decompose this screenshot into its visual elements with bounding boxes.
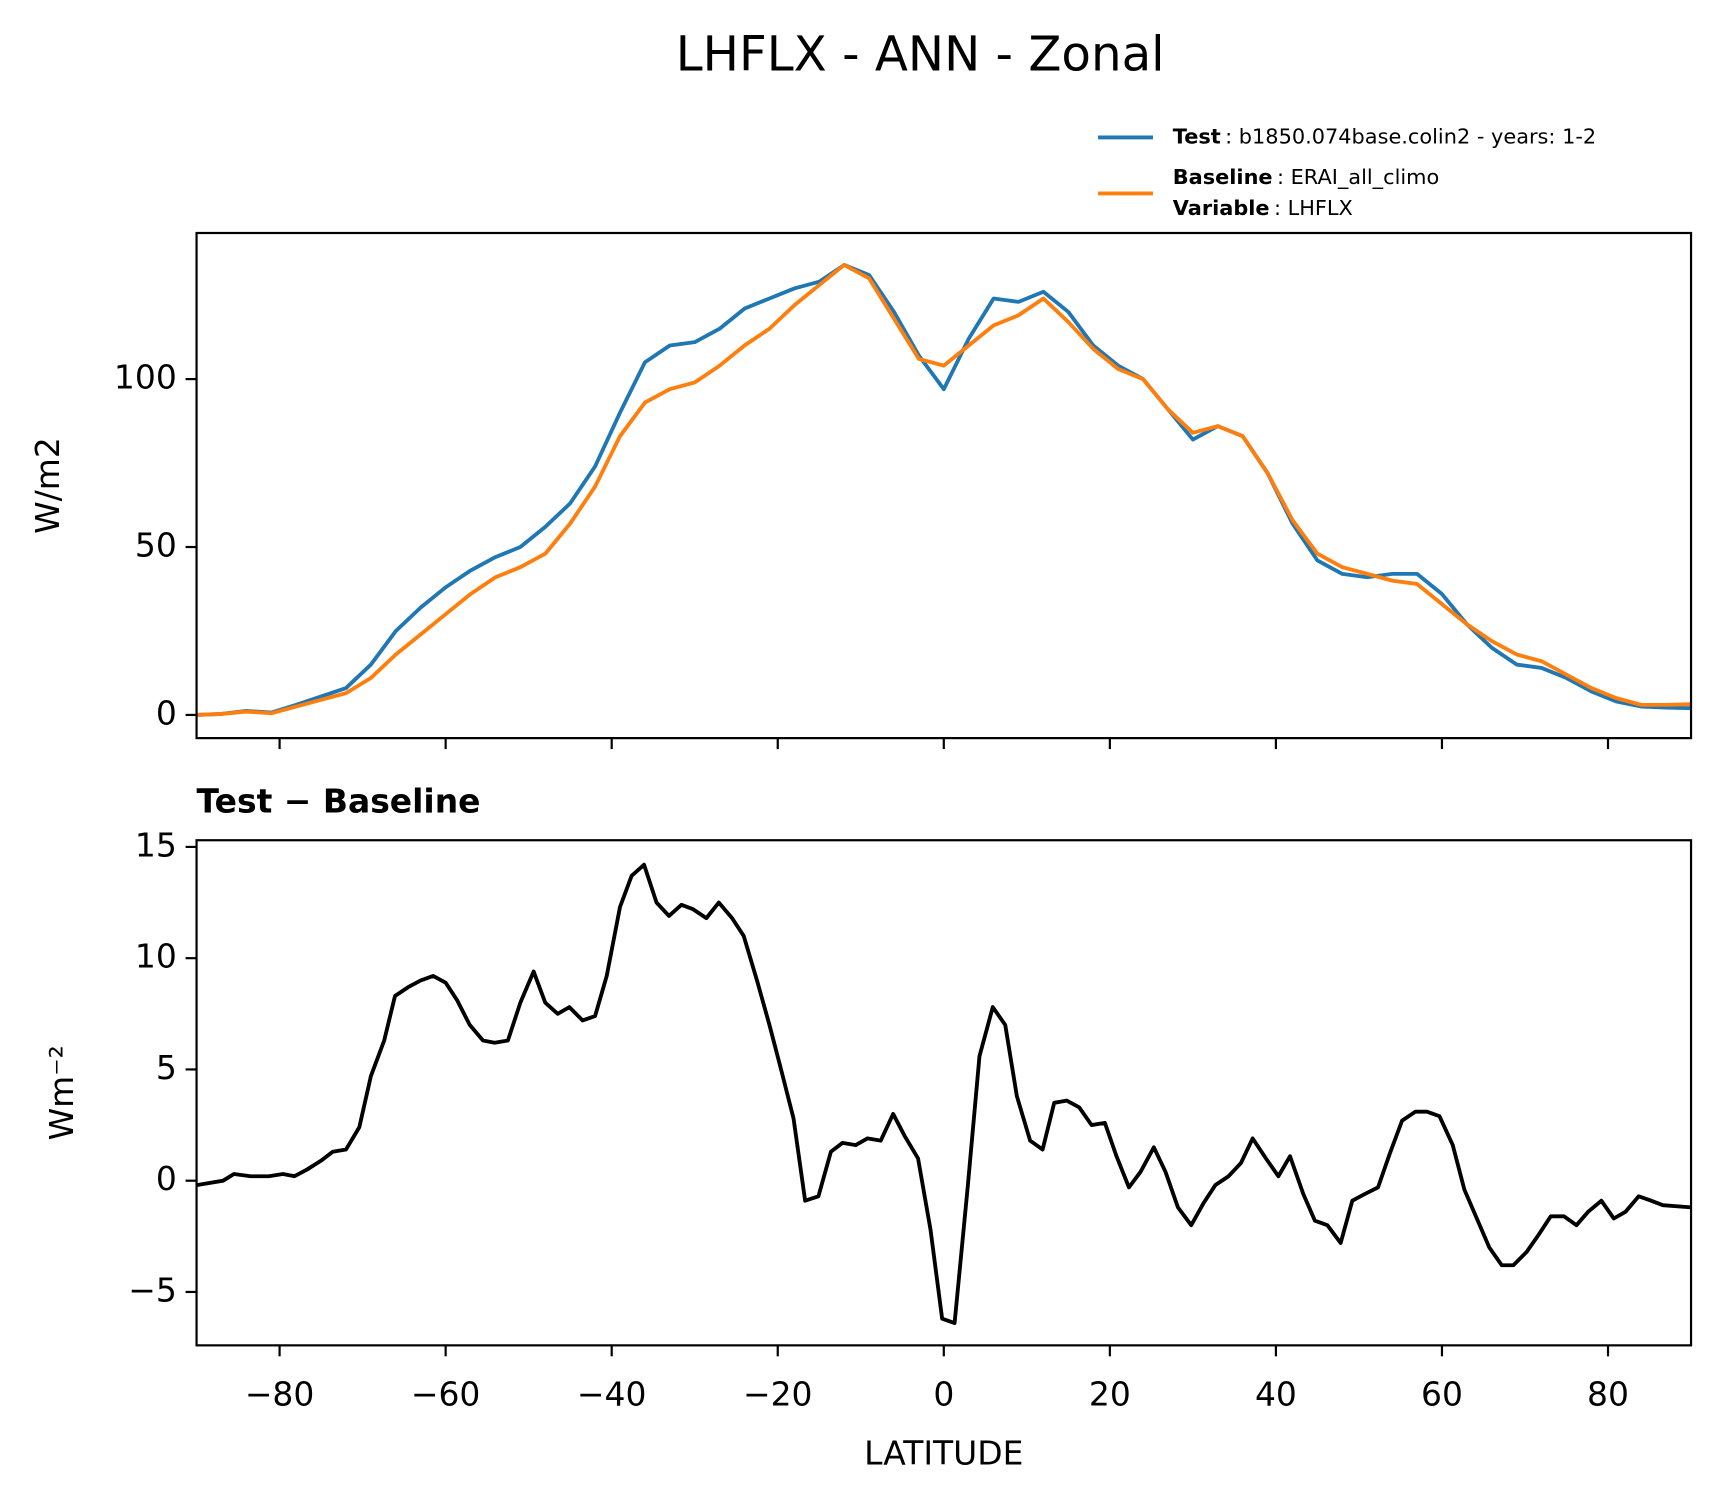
legend-name: Test [1173, 124, 1221, 148]
y-axis-label: Wm⁻² [42, 1045, 81, 1140]
axes-frame [195, 231, 1693, 740]
y-axis-label: W/m2 [28, 437, 67, 534]
figure-title: LHFLX - ANN - Zonal [676, 26, 1165, 82]
x-tick-label: 60 [1421, 1374, 1463, 1413]
x-tick-label: 0 [933, 1374, 954, 1413]
y-tick-label: 15 [135, 825, 177, 864]
y-tick-label: 100 [114, 358, 177, 397]
x-tick-label: 80 [1587, 1374, 1629, 1413]
data-line [196, 862, 1692, 1326]
axes-frame [195, 839, 1693, 1347]
y-tick-label: −5 [128, 1270, 177, 1309]
x-tick-label: 40 [1255, 1374, 1297, 1413]
legend-entry: Test: b1850.074base.colin2 - years: 1-2 [1173, 124, 1596, 148]
x-tick-label: −20 [743, 1374, 813, 1413]
legend-entry: Variable: LHFLX [1173, 196, 1353, 220]
x-tick-label: 20 [1089, 1374, 1131, 1413]
legend-entry: Baseline: ERAI_all_climo [1173, 165, 1440, 190]
data-line [196, 262, 1692, 717]
subplot-title: Test − Baseline [197, 781, 481, 820]
y-tick-label: 50 [135, 526, 177, 565]
y-tick-label: 10 [135, 937, 177, 976]
x-tick-label: −40 [577, 1374, 647, 1413]
legend-name: Baseline [1173, 165, 1273, 189]
x-tick-label: −80 [245, 1374, 315, 1413]
legend-description: : LHFLX [1274, 196, 1353, 220]
x-axis-label: LATITUDE [864, 1434, 1023, 1473]
x-tick-label: −60 [411, 1374, 481, 1413]
y-tick-label: 0 [156, 693, 177, 732]
y-tick-label: 0 [156, 1159, 177, 1198]
y-tick-label: 5 [156, 1048, 177, 1087]
data-line [196, 262, 1692, 717]
legend-name: Variable [1173, 196, 1270, 220]
legend-description: : ERAI_all_climo [1277, 165, 1439, 190]
legend-description: : b1850.074base.colin2 - years: 1-2 [1225, 124, 1596, 148]
